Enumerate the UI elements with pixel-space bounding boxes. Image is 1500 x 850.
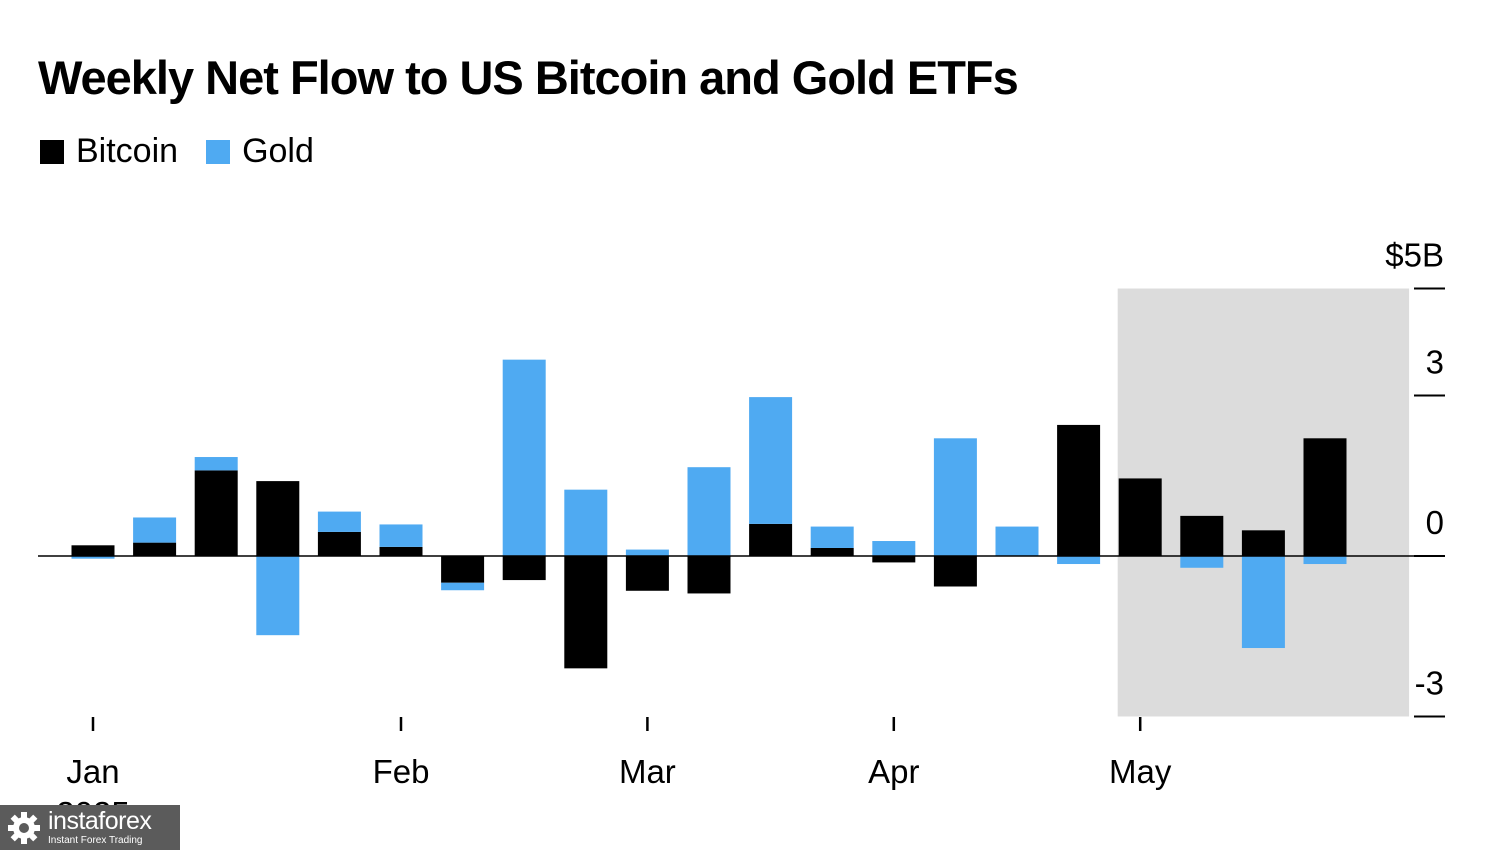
y-tick-label: -3 xyxy=(1415,665,1444,702)
bar-bitcoin-6 xyxy=(379,546,423,556)
chart-legend: Bitcoin Gold xyxy=(40,132,342,171)
legend-swatch-gold xyxy=(206,139,231,164)
bar-gold-2 xyxy=(133,517,177,543)
bar-gold-15 xyxy=(933,438,977,556)
x-tick-label: Apr xyxy=(868,753,919,790)
bar-bitcoin-20 xyxy=(1241,530,1285,556)
bar-gold-20 xyxy=(1241,556,1285,649)
bar-bitcoin-18 xyxy=(1118,478,1162,556)
bar-gold-12 xyxy=(749,397,793,524)
gear-logo-icon xyxy=(8,811,40,844)
bar-gold-8 xyxy=(502,359,546,556)
bar-bitcoin-5 xyxy=(317,531,361,556)
bar-gold-19 xyxy=(1180,556,1224,568)
bar-bitcoin-12 xyxy=(749,523,793,556)
bar-gold-7 xyxy=(441,582,485,591)
bar-bitcoin-4 xyxy=(256,481,300,556)
bar-bitcoin-1 xyxy=(71,545,115,556)
bar-gold-4 xyxy=(256,556,300,636)
bar-gold-21 xyxy=(1303,556,1347,565)
x-tick-label: May xyxy=(1109,753,1172,790)
watermark-brand: instaforex xyxy=(48,807,152,835)
legend-label-bitcoin: Bitcoin xyxy=(76,132,179,170)
y-tick-label: 3 xyxy=(1426,344,1444,381)
bar-bitcoin-19 xyxy=(1180,515,1224,556)
bar-gold-17 xyxy=(1057,556,1101,565)
bar-bitcoin-7 xyxy=(441,556,485,583)
bar-bitcoin-21 xyxy=(1303,438,1347,556)
y-tick-label: $5B xyxy=(1385,237,1444,274)
bar-bitcoin-17 xyxy=(1057,424,1101,556)
bar-gold-11 xyxy=(687,467,731,556)
x-tick-label: Mar xyxy=(619,753,676,790)
legend-label-gold: Gold xyxy=(242,132,314,170)
bar-gold-3 xyxy=(194,457,238,471)
bar-gold-13 xyxy=(810,526,854,548)
y-tick-label: 0 xyxy=(1426,504,1444,541)
bar-bitcoin-11 xyxy=(687,556,731,594)
bar-gold-1 xyxy=(71,556,115,559)
bar-gold-5 xyxy=(317,511,361,532)
bar-gold-10 xyxy=(625,549,669,556)
bar-gold-16 xyxy=(995,526,1039,556)
bar-bitcoin-10 xyxy=(625,556,669,591)
legend-item-bitcoin: Bitcoin xyxy=(40,132,178,171)
bar-gold-6 xyxy=(379,524,423,547)
bar-bitcoin-14 xyxy=(872,556,916,563)
bar-bitcoin-2 xyxy=(133,542,177,556)
chart-title: Weekly Net Flow to US Bitcoin and Gold E… xyxy=(38,51,1019,104)
bar-bitcoin-8 xyxy=(502,556,546,581)
bar-bitcoin-9 xyxy=(564,556,608,669)
bar-bitcoin-13 xyxy=(810,547,854,556)
bar-bitcoin-15 xyxy=(933,556,977,587)
bar-bitcoin-3 xyxy=(194,470,238,556)
x-tick-label: Feb xyxy=(373,753,430,790)
legend-item-gold: Gold xyxy=(206,132,314,171)
legend-swatch-bitcoin xyxy=(40,139,64,164)
bar-gold-9 xyxy=(564,489,608,556)
bar-gold-14 xyxy=(872,541,916,556)
watermark-tagline: Instant Forex Trading xyxy=(48,835,143,846)
x-tick-label: Jan xyxy=(66,753,119,790)
watermark: instaforex Instant Forex Trading xyxy=(0,805,180,850)
